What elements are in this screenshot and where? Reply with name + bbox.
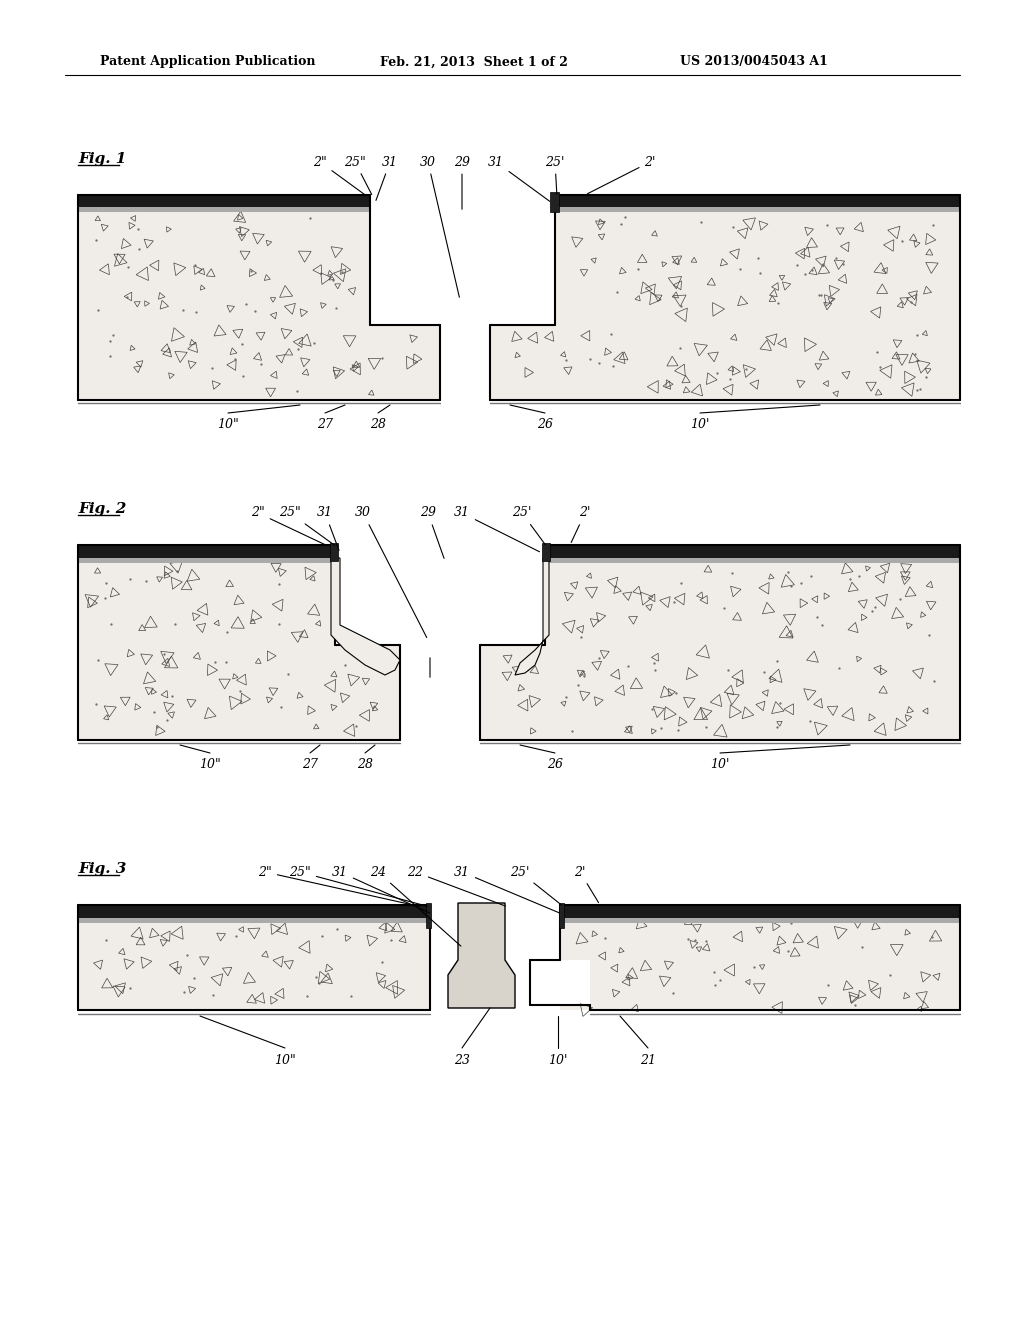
Text: 2": 2" xyxy=(258,866,419,907)
Bar xyxy=(545,558,961,645)
Text: 23: 23 xyxy=(454,1053,470,1067)
Bar xyxy=(78,325,440,400)
Text: 2': 2' xyxy=(571,507,591,543)
Text: 10": 10" xyxy=(199,759,221,771)
Text: 25": 25" xyxy=(289,866,427,907)
Text: 22: 22 xyxy=(407,866,506,906)
Polygon shape xyxy=(78,917,430,923)
Bar xyxy=(555,207,961,325)
Polygon shape xyxy=(78,906,430,917)
Text: 25': 25' xyxy=(546,156,564,194)
Text: 10": 10" xyxy=(274,1053,296,1067)
Text: Feb. 21, 2013  Sheet 1 of 2: Feb. 21, 2013 Sheet 1 of 2 xyxy=(380,55,568,69)
Text: US 2013/0045043 A1: US 2013/0045043 A1 xyxy=(680,55,827,69)
Bar xyxy=(560,1005,961,1010)
Text: 27: 27 xyxy=(302,759,318,771)
Bar xyxy=(78,917,430,1010)
Text: 10": 10" xyxy=(217,418,239,432)
Text: 29: 29 xyxy=(420,507,444,558)
Text: 25": 25" xyxy=(280,507,335,545)
Polygon shape xyxy=(560,906,961,917)
Text: 31: 31 xyxy=(454,866,559,913)
Text: 25': 25' xyxy=(512,507,546,545)
Bar xyxy=(78,645,400,741)
Polygon shape xyxy=(542,543,550,561)
Text: Patent Application Publication: Patent Application Publication xyxy=(100,55,315,69)
Text: 29: 29 xyxy=(454,156,470,210)
Text: 31: 31 xyxy=(317,507,339,550)
Polygon shape xyxy=(78,545,335,558)
Polygon shape xyxy=(560,917,961,923)
Text: 31: 31 xyxy=(488,156,550,202)
Text: 2": 2" xyxy=(251,507,328,545)
Bar xyxy=(490,325,961,400)
Text: 21: 21 xyxy=(640,1053,656,1067)
Text: 31: 31 xyxy=(376,156,398,201)
Text: 28: 28 xyxy=(357,759,373,771)
Text: 10': 10' xyxy=(711,759,730,771)
Polygon shape xyxy=(78,558,335,564)
Text: 25': 25' xyxy=(510,866,562,906)
Polygon shape xyxy=(78,207,370,213)
Polygon shape xyxy=(426,903,431,928)
Polygon shape xyxy=(330,543,338,561)
Text: 25": 25" xyxy=(344,156,372,194)
Polygon shape xyxy=(545,545,961,558)
Polygon shape xyxy=(515,558,549,675)
Polygon shape xyxy=(559,903,564,928)
Polygon shape xyxy=(331,558,400,675)
Text: 30: 30 xyxy=(355,507,427,638)
Polygon shape xyxy=(449,903,515,1008)
Text: 2": 2" xyxy=(313,156,366,195)
Text: 10': 10' xyxy=(548,1053,567,1067)
Text: 30: 30 xyxy=(420,156,460,297)
Text: Fig. 1: Fig. 1 xyxy=(78,152,126,166)
Text: 31: 31 xyxy=(454,507,540,552)
Bar xyxy=(78,207,370,325)
Text: Fig. 2: Fig. 2 xyxy=(78,502,126,516)
Polygon shape xyxy=(545,558,961,564)
Bar xyxy=(560,917,961,960)
Polygon shape xyxy=(555,195,961,207)
Text: Fig. 3: Fig. 3 xyxy=(78,862,126,876)
Text: 26: 26 xyxy=(537,418,553,432)
Bar xyxy=(590,960,961,1005)
Polygon shape xyxy=(78,195,370,207)
Text: 31: 31 xyxy=(332,866,429,913)
Polygon shape xyxy=(550,191,559,213)
Text: 27: 27 xyxy=(317,418,333,432)
Bar xyxy=(78,558,335,645)
Text: 2': 2' xyxy=(588,156,655,194)
Text: 26: 26 xyxy=(547,759,563,771)
Text: 2': 2' xyxy=(574,866,599,903)
Bar xyxy=(480,645,961,741)
Text: 28: 28 xyxy=(370,418,386,432)
Text: 24: 24 xyxy=(370,866,461,946)
Polygon shape xyxy=(555,207,961,213)
Text: 10': 10' xyxy=(690,418,710,432)
